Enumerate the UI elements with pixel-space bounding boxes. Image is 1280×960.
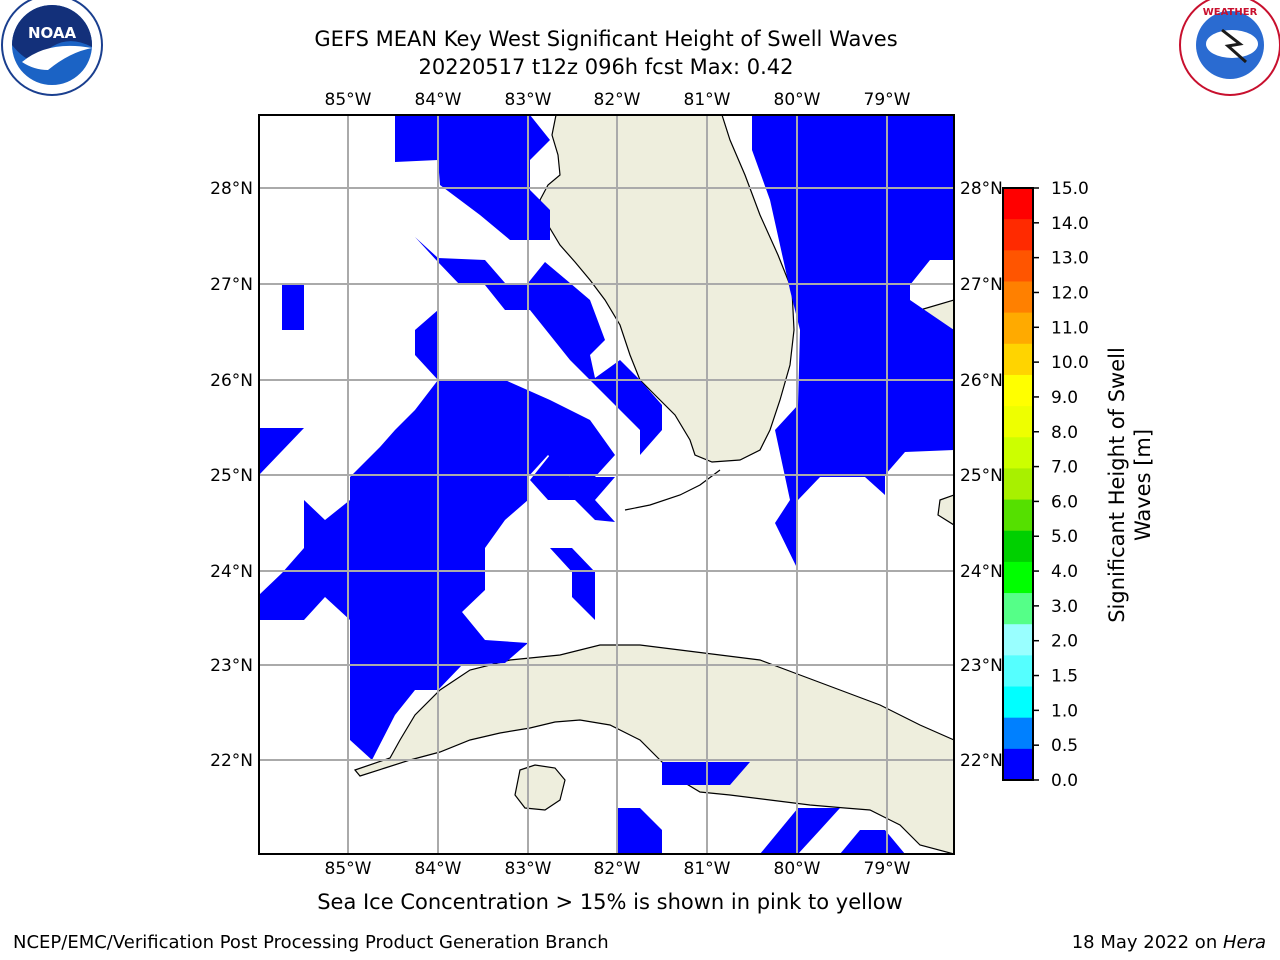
map-subtitle: 20220517 t12z 096h fcst Max: 0.42 xyxy=(418,55,794,79)
lon-label-bottom: 82°W xyxy=(594,859,641,879)
lat-label-right: 24°N xyxy=(960,562,1003,582)
cuba-land xyxy=(353,644,954,854)
lat-label-right: 23°N xyxy=(960,656,1003,676)
lon-label-top: 82°W xyxy=(594,90,641,110)
svg-text:WEATHER: WEATHER xyxy=(1203,7,1258,18)
colorbar-segment xyxy=(1003,374,1033,407)
svg-text:NOAA: NOAA xyxy=(28,24,77,42)
colorbar-tick-label: 0.5 xyxy=(1051,736,1078,756)
colorbar-tick-label: 1.0 xyxy=(1051,701,1078,721)
colorbar-segment xyxy=(1003,717,1033,750)
lon-label-top: 79°W xyxy=(864,90,911,110)
colorbar-frame xyxy=(1002,187,1034,781)
colorbar-tick-label: 8.0 xyxy=(1051,423,1078,443)
noaa-logo: NOAA xyxy=(1,0,103,96)
lat-label-left: 25°N xyxy=(210,466,253,486)
colorbar-tick-label: 15.0 xyxy=(1051,179,1089,199)
colorbar-tick-label: 14.0 xyxy=(1051,214,1089,234)
colorbar-tick-label: 6.0 xyxy=(1051,492,1078,512)
lon-label-bottom: 85°W xyxy=(325,859,372,879)
lat-label-right: 25°N xyxy=(960,466,1003,486)
colorbar-segment xyxy=(1003,686,1033,719)
colorbar-tick-label: 7.0 xyxy=(1051,458,1078,478)
map-frame xyxy=(258,114,955,855)
lon-label-bottom: 83°W xyxy=(505,859,552,879)
colorbar-segment xyxy=(1003,561,1033,594)
lat-label-left: 26°N xyxy=(210,371,253,391)
colorbar-ticks: 15.0 14.0 13.0 12.0 11.0 10.0 9.0 8.0 7.0 6.0 5.0 4… xyxy=(1033,179,1089,791)
footer-host: Hera xyxy=(1222,932,1266,953)
colorbar-segment xyxy=(1003,406,1033,438)
footer-date-text: 18 May 2022 on xyxy=(1071,932,1223,953)
colorbar-segment xyxy=(1003,188,1033,220)
lon-label-top: 85°W xyxy=(325,90,372,110)
colorbar-segment xyxy=(1003,219,1033,251)
lon-label-top: 83°W xyxy=(505,90,552,110)
graticule xyxy=(259,115,954,854)
colorbar-label-units: Waves [m] xyxy=(1131,429,1155,541)
colorbar-tick-label: 13.0 xyxy=(1051,249,1089,269)
lon-label-top: 81°W xyxy=(684,90,731,110)
lon-label-top: 84°W xyxy=(415,90,462,110)
colorbar-segment xyxy=(1003,624,1033,656)
lon-label-bottom: 84°W xyxy=(415,859,462,879)
colorbar-segment xyxy=(1003,343,1033,376)
lat-label-right: 26°N xyxy=(960,371,1003,391)
lat-label-left: 24°N xyxy=(210,562,253,582)
nws-logo: WEATHER xyxy=(1179,0,1280,96)
lon-label-bottom: 79°W xyxy=(864,859,911,879)
colorbar-segment xyxy=(1003,593,1033,625)
colorbar xyxy=(1002,187,1034,781)
colorbar-tick-label: 9.0 xyxy=(1051,388,1078,408)
lat-label-left: 28°N xyxy=(210,179,253,199)
lat-label-right: 22°N xyxy=(960,751,1003,771)
lat-label-right: 27°N xyxy=(960,275,1003,295)
colorbar-tick-label: 10.0 xyxy=(1051,353,1089,373)
colorbar-segment xyxy=(1003,530,1033,563)
lat-label-right: 28°N xyxy=(960,179,1003,199)
lon-label-bottom: 81°W xyxy=(684,859,731,879)
footer-date: 18 May 2022 on Hera xyxy=(1072,932,1266,953)
colorbar-segment xyxy=(1003,250,1033,282)
lat-label-left: 23°N xyxy=(210,656,253,676)
map-title: GEFS MEAN Key West Significant Height of… xyxy=(314,27,898,51)
colorbar-segment xyxy=(1003,748,1033,781)
colorbar-segment xyxy=(1003,468,1033,501)
colorbar-label: Significant Height of Swell xyxy=(1105,347,1129,623)
colorbar-tick-label: 3.0 xyxy=(1051,597,1078,617)
lon-label-bottom: 80°W xyxy=(774,859,821,879)
colorbar-segment xyxy=(1003,312,1033,345)
colorbar-tick-label: 0.0 xyxy=(1051,771,1078,791)
colorbar-tick-label: 11.0 xyxy=(1051,318,1089,338)
colorbar-segment xyxy=(1003,655,1033,688)
colorbar-segment xyxy=(1003,499,1033,532)
lat-label-left: 22°N xyxy=(210,751,253,771)
lat-label-left: 27°N xyxy=(210,275,253,295)
colorbar-tick-label: 1.5 xyxy=(1051,667,1078,687)
footer-credit: NCEP/EMC/Verification Post Processing Pr… xyxy=(13,932,609,953)
colorbar-tick-label: 5.0 xyxy=(1051,527,1078,547)
colorbar-tick-label: 4.0 xyxy=(1051,562,1078,582)
sea-ice-note: Sea Ice Concentration > 15% is shown in … xyxy=(317,890,903,914)
colorbar-segment xyxy=(1003,437,1033,469)
colorbar-segment xyxy=(1003,281,1033,314)
colorbar-tick-label: 12.0 xyxy=(1051,283,1089,303)
lon-label-top: 80°W xyxy=(774,90,821,110)
colorbar-tick-label: 2.0 xyxy=(1051,632,1078,652)
